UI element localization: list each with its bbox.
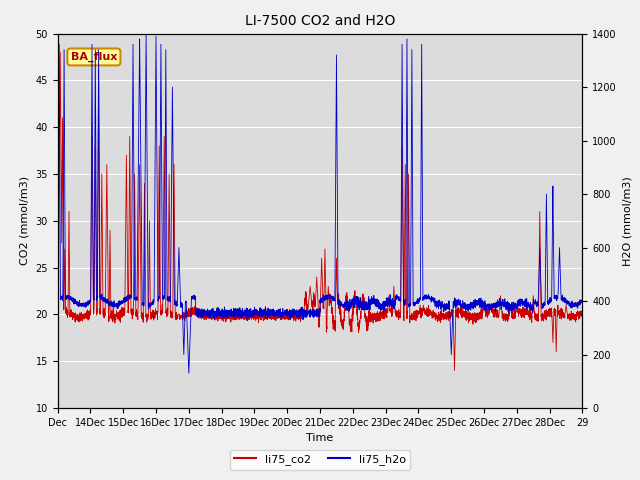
li75_co2 bbox=[490, 306, 497, 312]
li75_h2o bbox=[579, 299, 586, 305]
X-axis label: Time: Time bbox=[307, 433, 333, 443]
li75_co2 bbox=[504, 312, 511, 318]
Legend: li75_co2, li75_h2o: li75_co2, li75_h2o bbox=[230, 450, 410, 469]
li75_h2o bbox=[504, 299, 511, 305]
Line: li75_co2: li75_co2 bbox=[58, 52, 582, 371]
li75_h2o bbox=[340, 305, 348, 311]
li75_h2o bbox=[163, 184, 170, 190]
li75_co2 bbox=[451, 368, 458, 373]
li75_co2 bbox=[579, 307, 586, 313]
li75_h2o bbox=[142, 31, 150, 36]
li75_co2 bbox=[464, 310, 472, 315]
li75_co2 bbox=[56, 49, 64, 55]
li75_h2o bbox=[185, 371, 193, 376]
Title: LI-7500 CO2 and H2O: LI-7500 CO2 and H2O bbox=[245, 14, 395, 28]
li75_co2 bbox=[339, 321, 347, 327]
Text: BA_flux: BA_flux bbox=[70, 52, 117, 62]
li75_h2o bbox=[464, 305, 472, 311]
li75_h2o bbox=[54, 298, 61, 304]
li75_co2 bbox=[367, 316, 375, 322]
li75_co2 bbox=[54, 311, 61, 317]
Y-axis label: CO2 (mmol/m3): CO2 (mmol/m3) bbox=[20, 176, 30, 265]
li75_co2 bbox=[163, 312, 170, 318]
li75_h2o bbox=[490, 302, 497, 308]
li75_h2o bbox=[368, 300, 376, 306]
Y-axis label: H2O (mmol/m3): H2O (mmol/m3) bbox=[622, 176, 632, 265]
Line: li75_h2o: li75_h2o bbox=[58, 34, 582, 373]
